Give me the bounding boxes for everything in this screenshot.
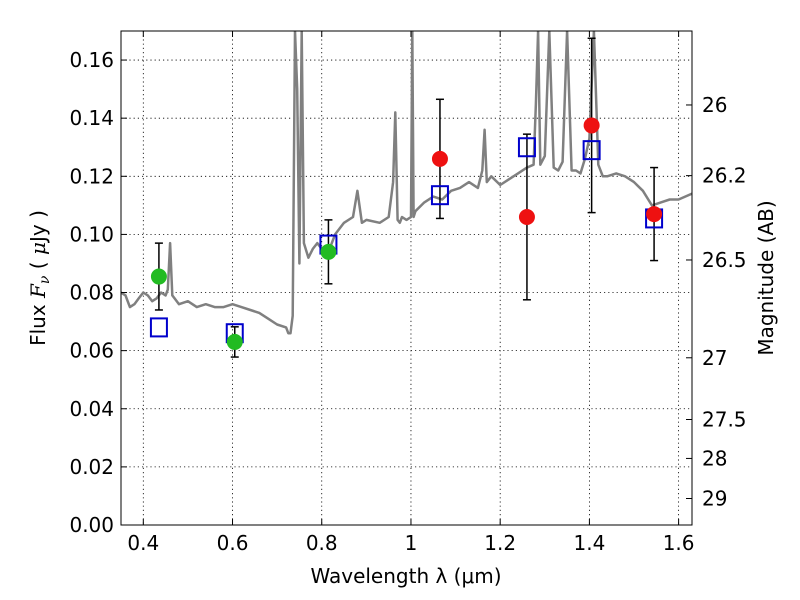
x-tick-label: 1	[405, 531, 418, 555]
observed-point-green	[320, 243, 337, 260]
y2-tick-label: 27.5	[702, 407, 747, 431]
y2-tick-label: 29	[702, 486, 727, 510]
y-tick-label: 0.04	[69, 397, 114, 421]
y2-tick-label: 27	[702, 346, 727, 370]
x-tick-label: 1.2	[484, 531, 516, 555]
y-tick-label: 0.00	[69, 513, 114, 537]
grid	[121, 31, 692, 526]
spectrum-layer	[121, 31, 692, 335]
x-tick-label: 1.6	[663, 531, 695, 555]
x-axis-label: Wavelength λ (μm)	[310, 564, 501, 588]
observed-point-red	[646, 206, 663, 223]
ticks	[121, 31, 692, 526]
model-square	[149, 317, 168, 338]
observed-point-green	[150, 268, 167, 285]
y2-axis-label: Magnitude (AB)	[754, 200, 778, 355]
spectrum-line	[121, 31, 692, 335]
y-tick-label: 0.10	[69, 222, 114, 246]
plot-frame	[120, 30, 693, 526]
y2-tick-label: 26.2	[702, 164, 747, 188]
y2-tick-label: 26.5	[702, 248, 747, 272]
y-axis-label: Flux Fν ( μJy )	[26, 210, 53, 346]
y-tick-label: 0.16	[69, 48, 114, 72]
y-tick-label: 0.14	[69, 106, 114, 130]
x-tick-label: 0.8	[306, 531, 338, 555]
y-tick-label: 0.08	[69, 281, 114, 305]
model-square	[430, 185, 449, 206]
tick-labels: 0.4 0.6 0.8 1 1.2 1.4 1.6 0.00 0.02 0.04 0.06 0.08 0…	[69, 48, 746, 555]
model-square	[517, 137, 536, 158]
y-tick-label: 0.12	[69, 164, 114, 188]
observed-point-green	[226, 333, 243, 350]
marker-layer	[149, 117, 664, 350]
y-tick-label: 0.02	[69, 455, 114, 479]
y2-tick-label: 28	[702, 446, 727, 470]
y2-tick-label: 26	[702, 93, 727, 117]
observed-point-red	[431, 150, 448, 167]
x-tick-label: 1.4	[573, 531, 605, 555]
x-tick-label: 0.4	[127, 531, 159, 555]
x-tick-label: 0.6	[217, 531, 249, 555]
model-square	[582, 140, 601, 161]
observed-point-red	[518, 208, 535, 225]
y-tick-label: 0.06	[69, 339, 114, 363]
observed-point-red	[583, 117, 600, 134]
